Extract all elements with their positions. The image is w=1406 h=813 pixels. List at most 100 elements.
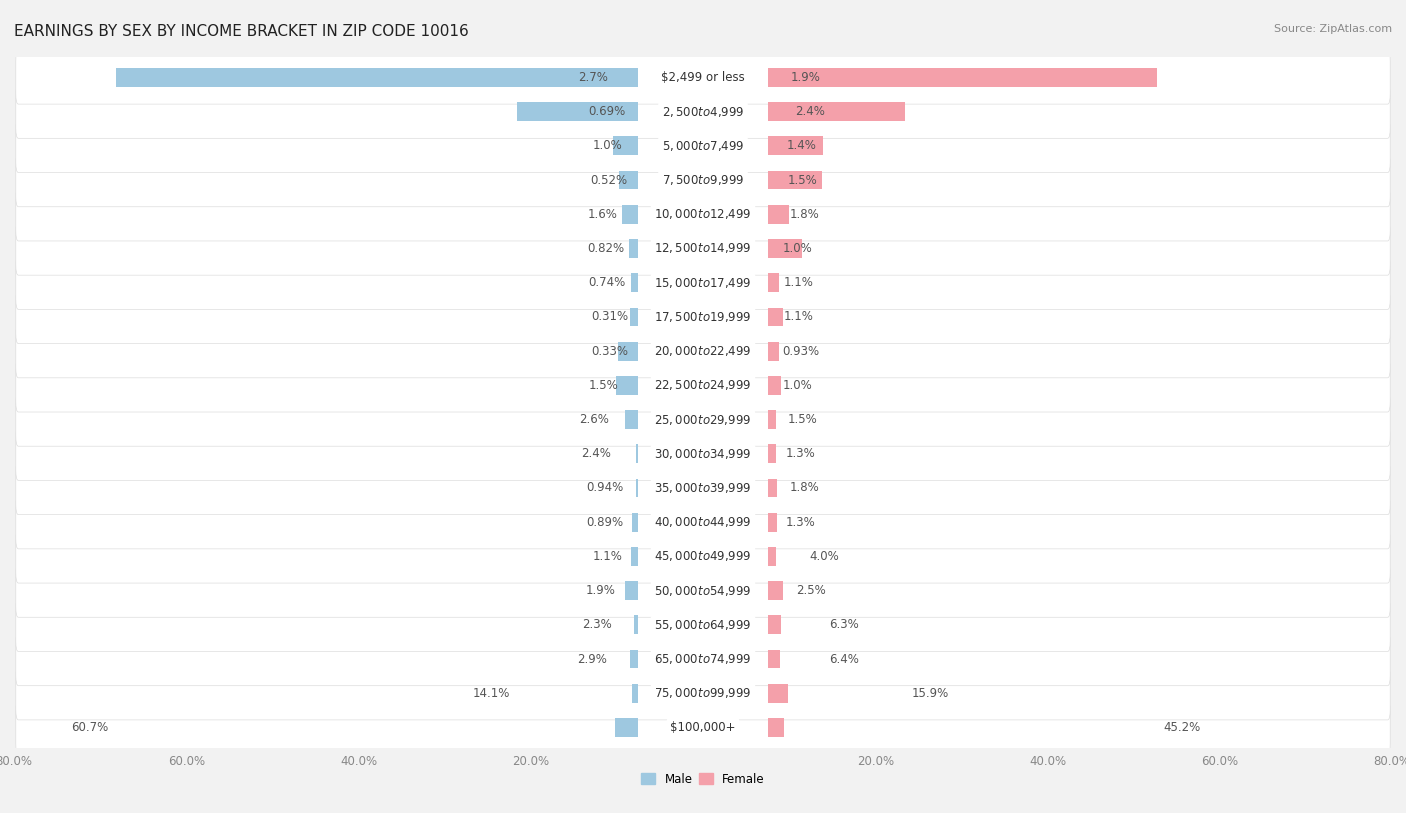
Text: 1.1%: 1.1% (785, 276, 814, 289)
FancyBboxPatch shape (15, 427, 1391, 480)
FancyBboxPatch shape (15, 222, 1391, 275)
Text: 1.8%: 1.8% (790, 208, 820, 221)
Text: $65,000 to $74,999: $65,000 to $74,999 (654, 652, 752, 666)
Bar (768, 307, 783, 326)
Bar (768, 650, 780, 668)
Bar (768, 68, 1157, 87)
Text: 1.0%: 1.0% (783, 379, 813, 392)
FancyBboxPatch shape (15, 359, 1391, 412)
Text: $2,499 or less: $2,499 or less (661, 71, 745, 84)
Text: 60.7%: 60.7% (72, 721, 108, 734)
Bar (636, 479, 638, 498)
Text: 0.94%: 0.94% (586, 481, 623, 494)
Text: $17,500 to $19,999: $17,500 to $19,999 (654, 310, 752, 324)
Bar (633, 684, 638, 702)
Text: $2,500 to $4,999: $2,500 to $4,999 (662, 105, 744, 119)
Text: Source: ZipAtlas.com: Source: ZipAtlas.com (1274, 24, 1392, 34)
Bar (768, 479, 778, 498)
Text: 2.4%: 2.4% (796, 105, 825, 118)
Bar (633, 513, 638, 532)
Bar (768, 239, 801, 258)
Bar (768, 341, 779, 360)
Text: 1.6%: 1.6% (588, 208, 617, 221)
Text: 0.69%: 0.69% (588, 105, 626, 118)
Text: $45,000 to $49,999: $45,000 to $49,999 (654, 550, 752, 563)
Bar (624, 581, 638, 600)
FancyBboxPatch shape (15, 564, 1391, 617)
Text: 1.5%: 1.5% (787, 413, 817, 426)
FancyBboxPatch shape (15, 461, 1391, 515)
Bar (631, 273, 638, 292)
Text: 1.3%: 1.3% (786, 515, 815, 528)
Text: $15,000 to $17,499: $15,000 to $17,499 (654, 276, 752, 289)
Bar (616, 376, 638, 395)
Bar (517, 102, 638, 121)
Text: $30,000 to $34,999: $30,000 to $34,999 (654, 447, 752, 461)
FancyBboxPatch shape (15, 50, 1391, 104)
Text: 0.33%: 0.33% (592, 345, 628, 358)
Text: 4.0%: 4.0% (808, 550, 838, 563)
Text: 1.9%: 1.9% (790, 71, 821, 84)
FancyBboxPatch shape (15, 598, 1391, 651)
FancyBboxPatch shape (15, 530, 1391, 583)
Bar (768, 718, 785, 737)
Text: $5,000 to $7,499: $5,000 to $7,499 (662, 139, 744, 153)
FancyBboxPatch shape (15, 85, 1391, 138)
Text: $50,000 to $54,999: $50,000 to $54,999 (654, 584, 752, 598)
Bar (768, 581, 783, 600)
Text: 2.9%: 2.9% (576, 653, 606, 666)
Bar (630, 307, 638, 326)
Text: $100,000+: $100,000+ (671, 721, 735, 734)
Text: $20,000 to $22,499: $20,000 to $22,499 (654, 344, 752, 358)
Bar (768, 684, 789, 702)
Bar (768, 513, 778, 532)
Bar (768, 615, 780, 634)
Text: $35,000 to $39,999: $35,000 to $39,999 (654, 481, 752, 495)
Text: 1.5%: 1.5% (787, 173, 817, 186)
Text: 0.82%: 0.82% (588, 242, 624, 255)
Bar (628, 239, 638, 258)
FancyBboxPatch shape (15, 701, 1391, 754)
Text: EARNINGS BY SEX BY INCOME BRACKET IN ZIP CODE 10016: EARNINGS BY SEX BY INCOME BRACKET IN ZIP… (14, 24, 468, 39)
Bar (630, 650, 638, 668)
Text: 6.4%: 6.4% (830, 653, 859, 666)
Text: 1.1%: 1.1% (785, 311, 814, 324)
Bar (636, 445, 638, 463)
Text: $22,500 to $24,999: $22,500 to $24,999 (654, 378, 752, 393)
FancyBboxPatch shape (15, 154, 1391, 207)
FancyBboxPatch shape (15, 188, 1391, 241)
Text: 1.0%: 1.0% (783, 242, 813, 255)
Text: 1.1%: 1.1% (592, 550, 621, 563)
Bar (619, 171, 638, 189)
Legend: Male, Female: Male, Female (637, 768, 769, 790)
Bar (768, 547, 776, 566)
Bar (768, 410, 776, 429)
Text: 1.9%: 1.9% (585, 584, 616, 597)
Text: 2.6%: 2.6% (579, 413, 609, 426)
Text: $75,000 to $99,999: $75,000 to $99,999 (654, 686, 752, 700)
FancyBboxPatch shape (15, 290, 1391, 344)
Bar (768, 205, 789, 224)
Text: $25,000 to $29,999: $25,000 to $29,999 (654, 412, 752, 427)
FancyBboxPatch shape (15, 256, 1391, 310)
FancyBboxPatch shape (15, 393, 1391, 446)
Text: $55,000 to $64,999: $55,000 to $64,999 (654, 618, 752, 632)
Text: 1.5%: 1.5% (589, 379, 619, 392)
Bar (768, 445, 776, 463)
Bar (768, 171, 823, 189)
FancyBboxPatch shape (15, 120, 1391, 172)
Text: 1.8%: 1.8% (790, 481, 820, 494)
Bar (768, 102, 904, 121)
Bar (768, 376, 780, 395)
Text: 0.74%: 0.74% (588, 276, 626, 289)
Text: 1.4%: 1.4% (786, 139, 817, 152)
Text: $7,500 to $9,999: $7,500 to $9,999 (662, 173, 744, 187)
Bar (634, 615, 638, 634)
Text: 14.1%: 14.1% (472, 687, 510, 700)
Text: $40,000 to $44,999: $40,000 to $44,999 (654, 515, 752, 529)
Text: 0.52%: 0.52% (591, 173, 627, 186)
Bar (115, 68, 638, 87)
Bar (613, 137, 638, 155)
Text: 1.3%: 1.3% (786, 447, 815, 460)
Text: 0.89%: 0.89% (586, 515, 624, 528)
